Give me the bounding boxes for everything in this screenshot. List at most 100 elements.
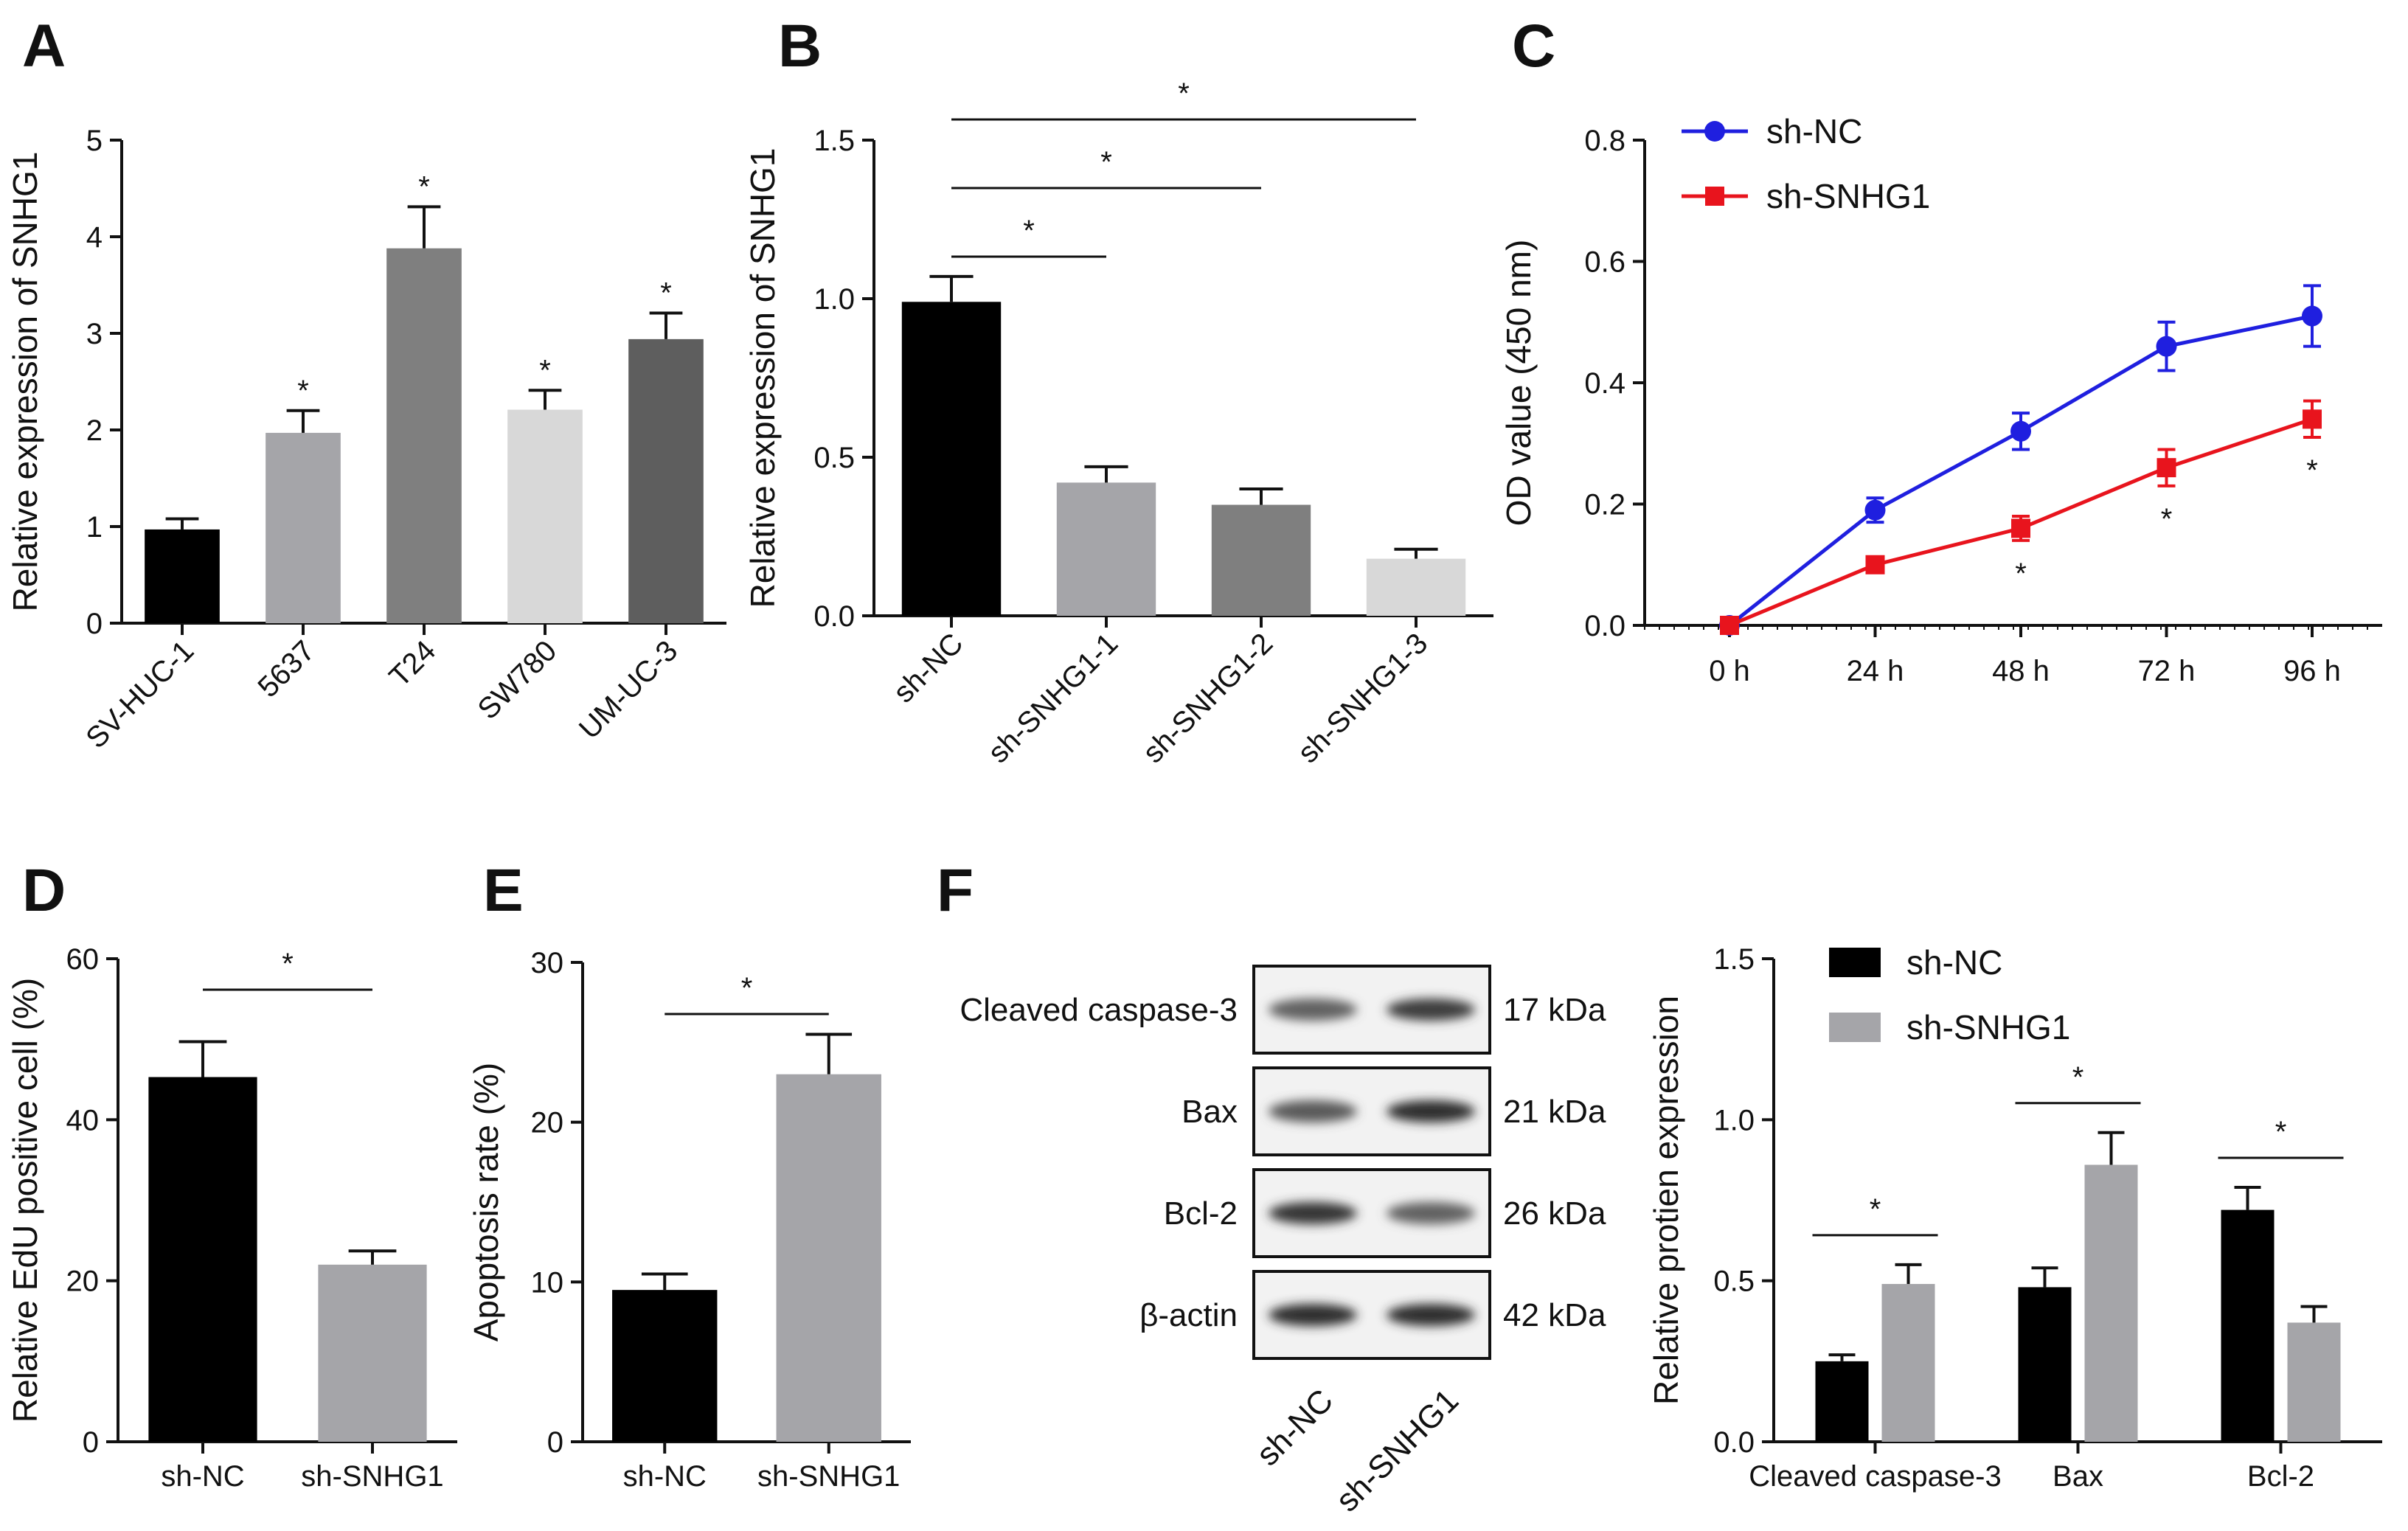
legend-label: sh-SNHG1 [1766,177,1930,215]
blot-protein-label: Cleaved caspase-3 [960,992,1238,1028]
significance-star: * [1100,146,1112,178]
bar [612,1290,718,1442]
bar [2018,1287,2072,1442]
significance-star: * [2306,454,2318,487]
x-tick-label: Cleaved caspase-3 [1749,1460,2001,1493]
significance-star: * [2161,503,2173,535]
y-tick-label: 0 [83,1426,99,1459]
bar [507,409,583,623]
data-point [2010,420,2031,442]
bar [386,248,462,623]
x-tick-label: sh-NC [623,1460,707,1493]
bar [2221,1209,2275,1442]
bar [1366,558,1466,616]
blot-band [1269,1202,1357,1224]
significance-star: * [2275,1116,2287,1148]
legend-label: sh-SNHG1 [1906,1008,2070,1046]
significance-star: * [297,375,309,407]
bar [2287,1322,2341,1442]
y-tick-label: 0.0 [813,600,855,633]
blot-band [1269,1304,1357,1326]
blot-lane-label: sh-NC [1249,1382,1340,1473]
blot-lane-label: sh-SNHG1 [1329,1382,1465,1518]
data-point [2156,336,2177,357]
x-tick-label: SV-HUC-1 [80,634,200,754]
bar [1056,482,1156,616]
y-axis-label: Relative protien expression [1647,996,1685,1405]
y-tick-label: 1.5 [813,125,855,157]
panel-letter-b: B [778,13,822,80]
blot-protein-label: β-actin [1139,1297,1238,1333]
bar [776,1074,881,1442]
bar [145,529,220,623]
x-tick-label: 48 h [1992,655,2050,687]
x-tick-label: sh-SNHG1-2 [1137,627,1279,769]
x-tick-label: sh-NC [161,1460,244,1493]
legend-marker [1704,121,1725,142]
y-tick-label: 0.2 [1584,489,1625,521]
panel-letter-f: F [937,857,974,924]
significance-star: * [1870,1193,1881,1226]
y-tick-label: 0.0 [1584,610,1625,642]
x-tick-label: 0 h [1709,655,1750,687]
significance-star: * [1023,215,1035,247]
significance-star: * [539,354,551,386]
data-point [1864,499,1886,521]
significance-star: * [2015,558,2027,590]
y-tick-label: 0.8 [1584,125,1625,157]
blot-band [1387,1100,1475,1122]
x-tick-label: sh-SNHG1-1 [982,627,1124,769]
y-tick-label: 1.0 [813,283,855,316]
x-tick-label: 24 h [1847,655,1904,687]
blot-band [1387,1304,1475,1326]
x-tick-label: Bcl-2 [2247,1460,2314,1493]
panel-letter-e: E [483,857,524,924]
y-tick-label: 0.6 [1584,246,1625,279]
y-tick-label: 1 [86,511,103,544]
x-tick-label: T24 [384,634,443,693]
significance-star: * [741,972,753,1004]
y-tick-label: 60 [66,943,100,976]
x-tick-label: sh-NC [887,627,969,709]
x-tick-label: 72 h [2138,655,2196,687]
bar [1211,504,1311,616]
bar [318,1264,427,1442]
y-tick-label: 0.5 [813,442,855,474]
y-tick-label: 10 [531,1266,564,1299]
legend-swatch [1829,1013,1881,1042]
y-tick-label: 0 [86,608,103,640]
y-tick-label: 40 [66,1104,100,1136]
y-tick-label: 5 [86,125,103,157]
x-tick-label: SW780 [471,634,563,726]
y-axis-label: Apoptosis rate (%) [467,1063,505,1341]
panel-e-chart: 0 10 20 30 Apoptosis rate (%) sh-NC sh-SNHG1 * [467,947,911,1493]
legend-label: sh-NC [1906,943,2002,982]
y-axis-label: OD value (450 nm) [1499,240,1538,527]
bar [1815,1361,1869,1442]
x-tick-label: UM-UC-3 [573,634,684,746]
x-tick-label: sh-SNHG1-3 [1291,627,1434,769]
significance-star: * [2072,1061,2084,1094]
y-tick-label: 20 [66,1266,100,1298]
y-tick-label: 0.4 [1584,367,1625,400]
y-tick-label: 0.0 [1713,1426,1755,1459]
y-axis-label: Relative expression of SNHG1 [743,148,782,608]
legend-label: sh-NC [1766,112,1862,150]
blot-band [1387,999,1475,1021]
panel-d-chart: 0 20 40 60 Relative EdU positive cell (%) sh-… [6,943,457,1493]
legend-marker [1705,187,1724,206]
y-axis-label: Relative EdU positive cell (%) [6,978,44,1423]
significance-star: * [1178,77,1190,110]
x-tick-label: sh-SNHG1 [757,1460,900,1493]
significance-star: * [418,170,430,203]
panel-f-chart: 0.0 0.5 1.0 1.5 Relative protien expression *… [1647,943,2382,1493]
y-tick-label: 3 [86,318,103,350]
bar [266,432,341,623]
significance-star: * [660,277,672,309]
blot-band [1269,1100,1357,1122]
western-blot: Cleaved caspase-3 17 kDa Bax 21 kDa Bcl-2 26 … [960,965,1606,1518]
blot-band [1269,999,1357,1021]
x-tick-label: sh-SNHG1 [301,1460,443,1493]
bar [628,339,704,623]
